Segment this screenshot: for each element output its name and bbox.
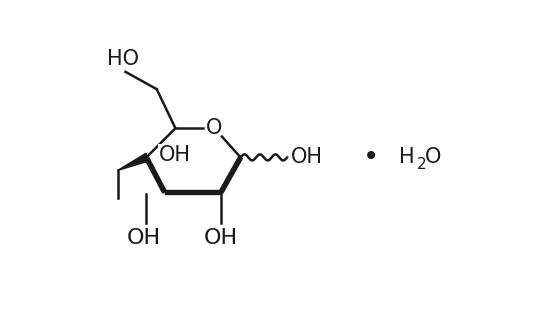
Circle shape — [205, 119, 224, 137]
Text: OH: OH — [160, 145, 191, 165]
Polygon shape — [118, 153, 146, 170]
Text: H: H — [399, 147, 415, 167]
Text: OH: OH — [127, 228, 161, 248]
Text: •: • — [363, 143, 379, 171]
Polygon shape — [145, 156, 167, 193]
Text: O: O — [206, 118, 223, 138]
Text: O: O — [425, 147, 442, 167]
Text: OH: OH — [204, 228, 238, 248]
Polygon shape — [164, 190, 221, 194]
Text: OH: OH — [290, 147, 322, 167]
Polygon shape — [219, 156, 243, 193]
Text: 2: 2 — [416, 157, 426, 172]
Text: HO: HO — [107, 49, 139, 69]
